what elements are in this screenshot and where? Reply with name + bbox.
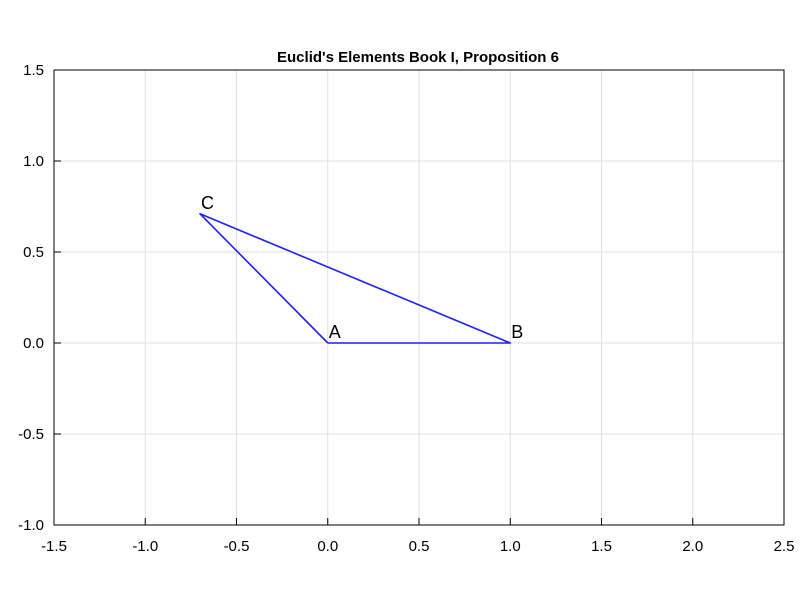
y-tick-label: 1.0 (23, 153, 44, 170)
x-tick-label: 1.0 (500, 538, 521, 555)
point-labels: A B C (201, 193, 523, 342)
chart-title: Euclid's Elements Book I, Proposition 6 (277, 49, 559, 66)
point-label-b: B (511, 322, 523, 342)
y-tick-label: 0.0 (23, 335, 44, 352)
x-tick-label: 0.0 (317, 538, 338, 555)
point-label-a: A (329, 322, 341, 342)
y-tick-label: 1.5 (23, 62, 44, 79)
x-tick-label: -1.0 (132, 538, 158, 555)
x-tick-label: -0.5 (224, 538, 250, 555)
series-layer (199, 213, 512, 344)
x-tick-label: 1.5 (591, 538, 612, 555)
y-tick-label: -1.0 (18, 517, 44, 534)
point-label-c: C (201, 193, 214, 213)
axis-ticks: -1.5 -1.0 -0.5 0.0 0.5 1.0 1.5 2.0 2.5 -1.0 -0.5 0.… (18, 62, 794, 555)
x-tick-label: 0.5 (409, 538, 430, 555)
grid (53, 69, 785, 526)
y-tick-label: 0.5 (23, 244, 44, 261)
triangle-series-line (199, 213, 512, 344)
x-tick-label: 2.5 (774, 538, 795, 555)
x-tick-label: 2.0 (682, 538, 703, 555)
x-tick-label: -1.5 (41, 538, 67, 555)
y-tick-label: -0.5 (18, 426, 44, 443)
